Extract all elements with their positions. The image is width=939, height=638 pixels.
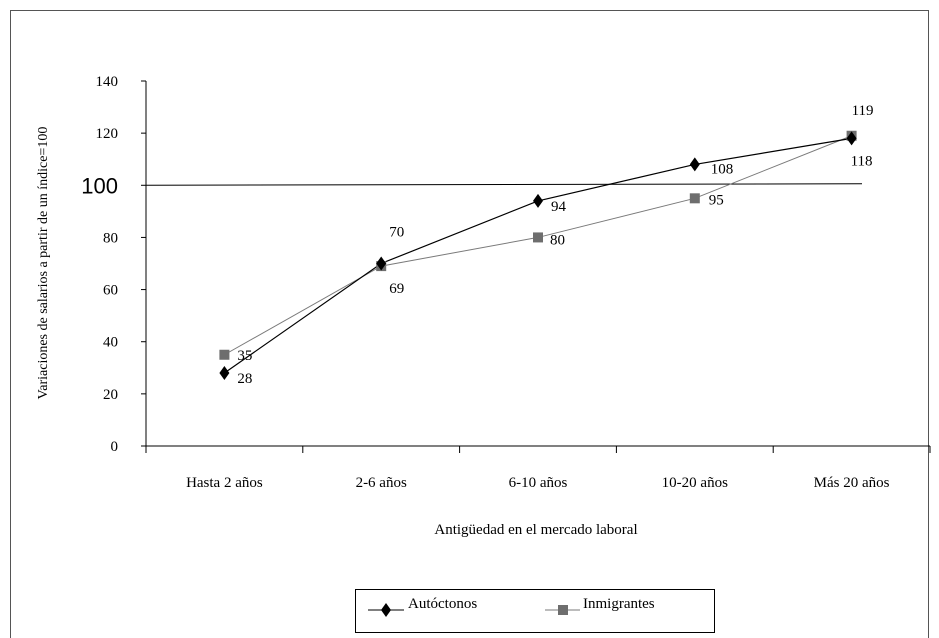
data-label-autoctonos: 28 xyxy=(237,371,252,387)
y-tick-label: 140 xyxy=(96,74,119,90)
reference-line-label: 100 xyxy=(81,173,118,198)
point-inmigrantes xyxy=(533,232,543,243)
point-autoctonos xyxy=(533,193,543,208)
y-axis-title: Variaciones de salarios a partir de un í… xyxy=(36,127,51,400)
legend-label-autoctonos: Autóctonos xyxy=(408,596,477,612)
point-autoctonos xyxy=(689,157,700,172)
x-tick-label: Hasta 2 años xyxy=(186,475,263,491)
axes: 0 20 40 60 80 120 140 Hasta 2 años 2-6 años 6-10 … xyxy=(96,74,931,491)
point-inmigrantes xyxy=(689,193,700,204)
data-label-autoctonos: 118 xyxy=(851,153,873,169)
y-tick-label: 120 xyxy=(96,126,119,142)
y-tick-label: 60 xyxy=(103,283,118,299)
y-tick-label: 80 xyxy=(103,230,118,246)
point-autoctonos xyxy=(219,366,230,380)
y-tick-label: 40 xyxy=(103,335,118,351)
data-label-autoctonos: 70 xyxy=(389,225,404,241)
x-tick-label: 6-10 años xyxy=(509,475,568,491)
data-label-autoctonos: 108 xyxy=(711,161,734,177)
legend: Autóctonos Inmigrantes xyxy=(355,589,715,633)
y-tick-label: 20 xyxy=(103,387,118,403)
legend-marker-autoctonos xyxy=(381,603,391,617)
x-tick-label: 2-6 años xyxy=(356,475,407,491)
x-axis-title: Antigüedad en el mercado laboral xyxy=(434,522,637,538)
data-label-inmigrantes: 119 xyxy=(852,103,874,119)
x-tick-label: Más 20 años xyxy=(814,475,890,491)
reference-line-group: 100 xyxy=(81,173,863,198)
y-tick-label: 0 xyxy=(111,439,119,455)
legend-label-inmigrantes: Inmigrantes xyxy=(583,596,655,612)
chart-frame xyxy=(10,10,929,638)
point-autoctonos xyxy=(376,256,387,271)
data-label-inmigrantes: 69 xyxy=(389,281,404,297)
data-label-inmigrantes: 35 xyxy=(237,348,252,364)
data-label-autoctonos: 94 xyxy=(551,199,567,215)
x-tick-label: 10-20 años xyxy=(662,475,728,491)
series-line-Inmigrantes xyxy=(224,135,852,356)
legend-marker-inmigrantes xyxy=(558,605,568,615)
reference-line xyxy=(145,183,863,186)
data-label-inmigrantes: 80 xyxy=(550,232,565,248)
legend-box xyxy=(355,589,715,633)
data-labels: 28 70 94 108 118 35 69 80 95 119 xyxy=(237,103,873,387)
data-label-inmigrantes: 95 xyxy=(709,192,724,208)
point-inmigrantes xyxy=(219,349,230,360)
point-autoctonos xyxy=(846,131,857,146)
series-group xyxy=(219,130,857,380)
